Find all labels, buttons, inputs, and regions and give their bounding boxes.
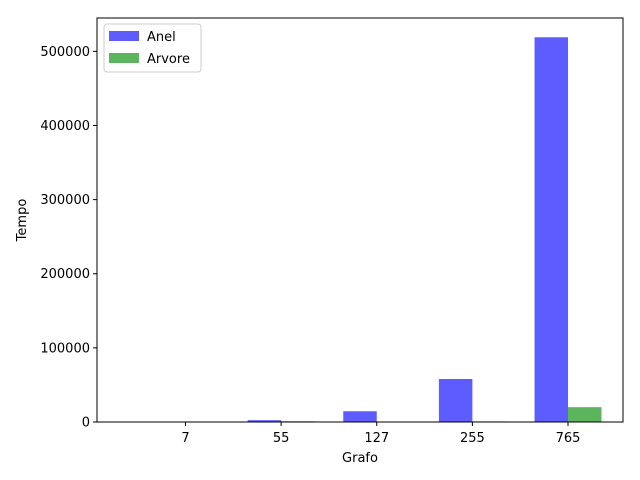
x-tick-label: 55 — [273, 431, 290, 446]
x-tick-label: 7 — [181, 431, 189, 446]
y-tick-label: 300000 — [40, 193, 90, 208]
bar-anel-255 — [438, 379, 473, 422]
x-axis-title: Grafo — [342, 451, 378, 466]
x-axis: 7 55 127 255 765 — [181, 422, 580, 446]
bars-layer — [151, 37, 602, 422]
bar-anel-127 — [343, 411, 377, 422]
y-tick-label: 200000 — [40, 267, 90, 282]
bar-arvore-765 — [568, 407, 602, 422]
legend-swatch-arvore — [109, 53, 139, 63]
legend: Anel Arvore — [103, 23, 202, 73]
y-tick-label: 0 — [82, 416, 90, 431]
y-tick-label: 100000 — [40, 341, 90, 356]
bar-anel-765 — [534, 37, 569, 422]
legend-label-arvore: Arvore — [147, 52, 190, 67]
legend-swatch-anel — [109, 31, 139, 41]
y-axis: 0 100000 200000 300000 400000 500000 — [40, 45, 97, 431]
y-tick-label: 500000 — [40, 45, 90, 60]
x-tick-label: 765 — [556, 431, 581, 446]
bar-anel-55 — [247, 420, 282, 422]
x-tick-label: 127 — [364, 431, 389, 446]
legend-label-anel: Anel — [147, 30, 176, 45]
y-tick-label: 400000 — [40, 119, 90, 134]
plot-frame — [96, 17, 624, 423]
x-tick-label: 255 — [460, 431, 485, 446]
y-axis-title: Tempo — [15, 199, 30, 243]
